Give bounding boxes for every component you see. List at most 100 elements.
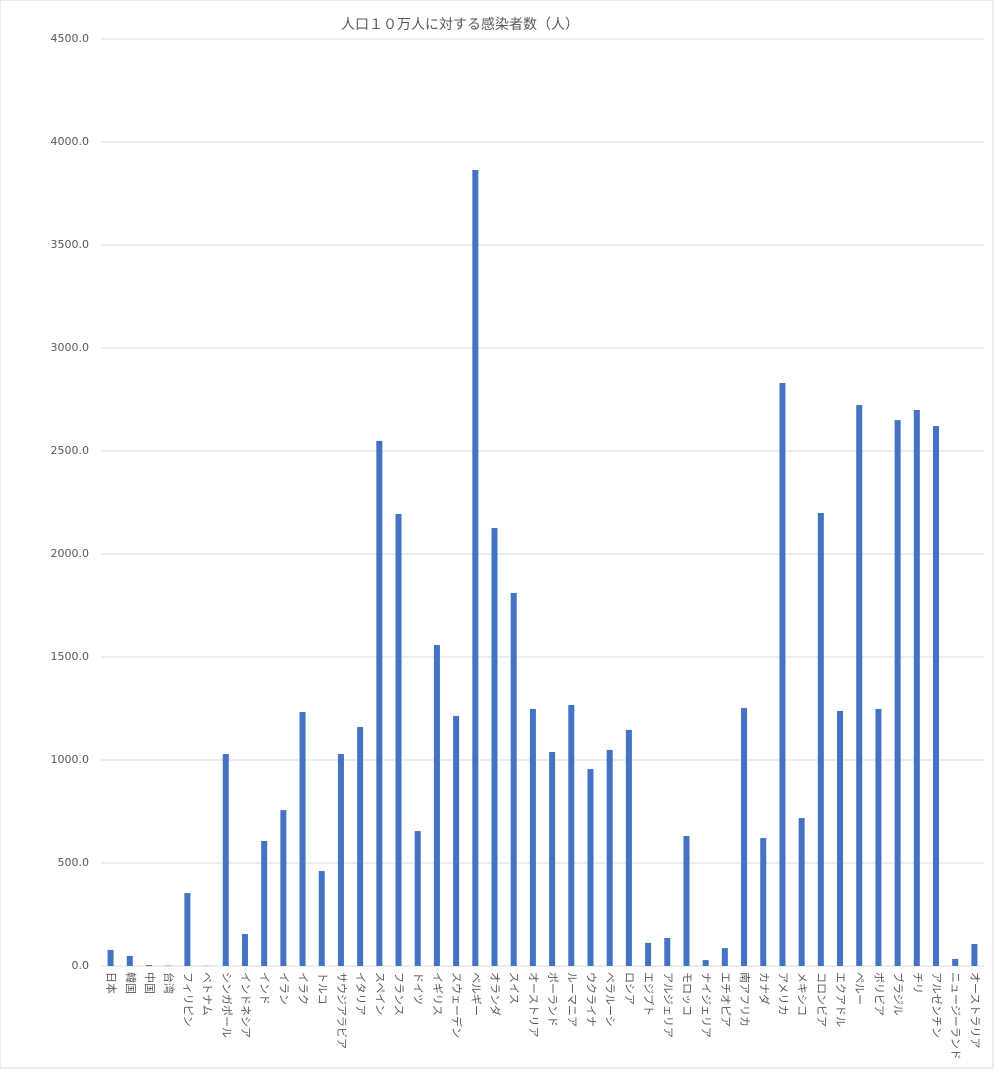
x-tick-label: ニュージーランド	[949, 972, 962, 1060]
bar	[875, 708, 882, 966]
bar	[933, 426, 940, 967]
bar	[817, 513, 824, 966]
x-tick-label: インドネシア	[239, 972, 252, 1038]
bar	[549, 751, 556, 966]
x-tick-label: 台湾	[162, 972, 176, 994]
x-tick-label: アルゼンチン	[930, 972, 943, 1038]
bar	[894, 420, 901, 967]
x-tick-label: スペイン	[373, 972, 386, 1015]
x-tick-label: フィリピン	[181, 972, 194, 1027]
bar	[760, 838, 767, 966]
x-tick-label: ペルー	[853, 972, 866, 1005]
x-tick-label: トルコ	[316, 972, 329, 1005]
bar	[107, 949, 114, 966]
x-tick-label: オランダ	[489, 972, 503, 1016]
bar	[299, 712, 306, 966]
chart-title: 人口１０万人に対する感染者数（人）	[341, 16, 579, 33]
bar	[145, 964, 152, 966]
x-tick-label: 南アフリカ	[738, 972, 751, 1027]
y-tick-label: 2000.0	[51, 547, 90, 560]
bar	[971, 943, 978, 966]
y-tick-label: 4000.0	[51, 135, 90, 148]
x-tick-label: ベラルーシ	[604, 972, 617, 1027]
x-tick-label: ウクライナ	[584, 972, 597, 1027]
bar	[952, 958, 959, 966]
bar	[837, 710, 844, 966]
y-tick-label: 1500.0	[51, 650, 90, 663]
x-tick-label: イラン	[277, 972, 290, 1005]
x-tick-label: アルジェリア	[661, 972, 674, 1038]
bar	[126, 955, 133, 966]
x-tick-label: ベトナム	[201, 972, 214, 1016]
x-tick-label: ルーマニア	[565, 972, 578, 1027]
x-tick-label: 日本	[105, 972, 119, 994]
bar	[645, 942, 652, 966]
bar	[568, 704, 575, 966]
x-tick-label: チリ	[911, 972, 924, 994]
bar	[721, 948, 728, 966]
bar	[184, 893, 191, 966]
bar	[587, 769, 594, 966]
x-tick-label: メキシコ	[796, 972, 809, 1016]
x-tick-label: ポーランド	[546, 972, 559, 1027]
bar	[318, 871, 325, 966]
x-tick-label: インド	[258, 972, 271, 1005]
x-tick-label: ドイツ	[412, 972, 425, 1005]
x-tick-label: エチオピア	[719, 972, 732, 1027]
x-tick-label: ナイジェリア	[700, 972, 713, 1038]
bar	[606, 749, 613, 966]
bar	[702, 960, 709, 966]
bar	[779, 383, 786, 966]
x-tick-label: スイス	[508, 972, 521, 1005]
y-tick-label: 1000.0	[51, 753, 90, 766]
bar	[491, 528, 498, 966]
bar	[741, 708, 748, 966]
bar	[222, 754, 229, 966]
x-tick-label: エクアドル	[834, 972, 847, 1027]
x-tick-label: シンガポール	[220, 972, 233, 1038]
bar	[683, 836, 690, 966]
bar	[395, 514, 402, 966]
x-tick-label: 韓国	[124, 972, 137, 994]
x-tick-label: フランス	[393, 972, 406, 1016]
x-tick-label: ロシア	[623, 972, 636, 1005]
bar	[453, 715, 460, 966]
x-tick-label: モロッコ	[680, 972, 693, 1016]
bar	[798, 818, 805, 966]
x-tick-label: カナダ	[757, 972, 771, 1005]
bar	[913, 410, 920, 967]
bar	[376, 440, 383, 966]
bar	[280, 810, 287, 966]
x-tick-label: スウェーデン	[450, 972, 464, 1038]
x-tick-label: オーストラリア	[968, 972, 981, 1048]
x-tick-label: 中国	[143, 972, 156, 994]
bar	[625, 729, 632, 966]
x-tick-label: オーストリア	[527, 972, 540, 1037]
y-tick-label: 3000.0	[51, 341, 90, 354]
bar	[337, 754, 344, 966]
x-tick-label: ブラジル	[892, 972, 906, 1016]
x-tick-label: エジプト	[642, 972, 655, 1016]
x-tick-label: サウジアラビア	[335, 972, 348, 1049]
bar	[261, 840, 268, 966]
bar	[241, 934, 248, 966]
y-tick-label: 2500.0	[51, 444, 90, 457]
x-tick-label: アメリカ	[776, 972, 789, 1015]
x-tick-label: コロンビア	[815, 972, 828, 1027]
x-tick-label: イタリア	[354, 972, 367, 1016]
y-tick-label: 0.0	[72, 959, 90, 972]
y-tick-label: 3500.0	[51, 238, 90, 251]
bar	[472, 170, 479, 967]
bar	[856, 405, 863, 966]
x-tick-label: ベルギー	[469, 972, 482, 1016]
x-tick-label: イギリス	[431, 972, 444, 1016]
bar	[414, 831, 421, 966]
bar	[357, 727, 364, 966]
y-tick-label: 4500.0	[51, 32, 90, 45]
bar	[529, 708, 536, 966]
bar	[433, 645, 440, 966]
x-tick-label: ボリビア	[872, 972, 885, 1016]
bar	[664, 937, 671, 966]
